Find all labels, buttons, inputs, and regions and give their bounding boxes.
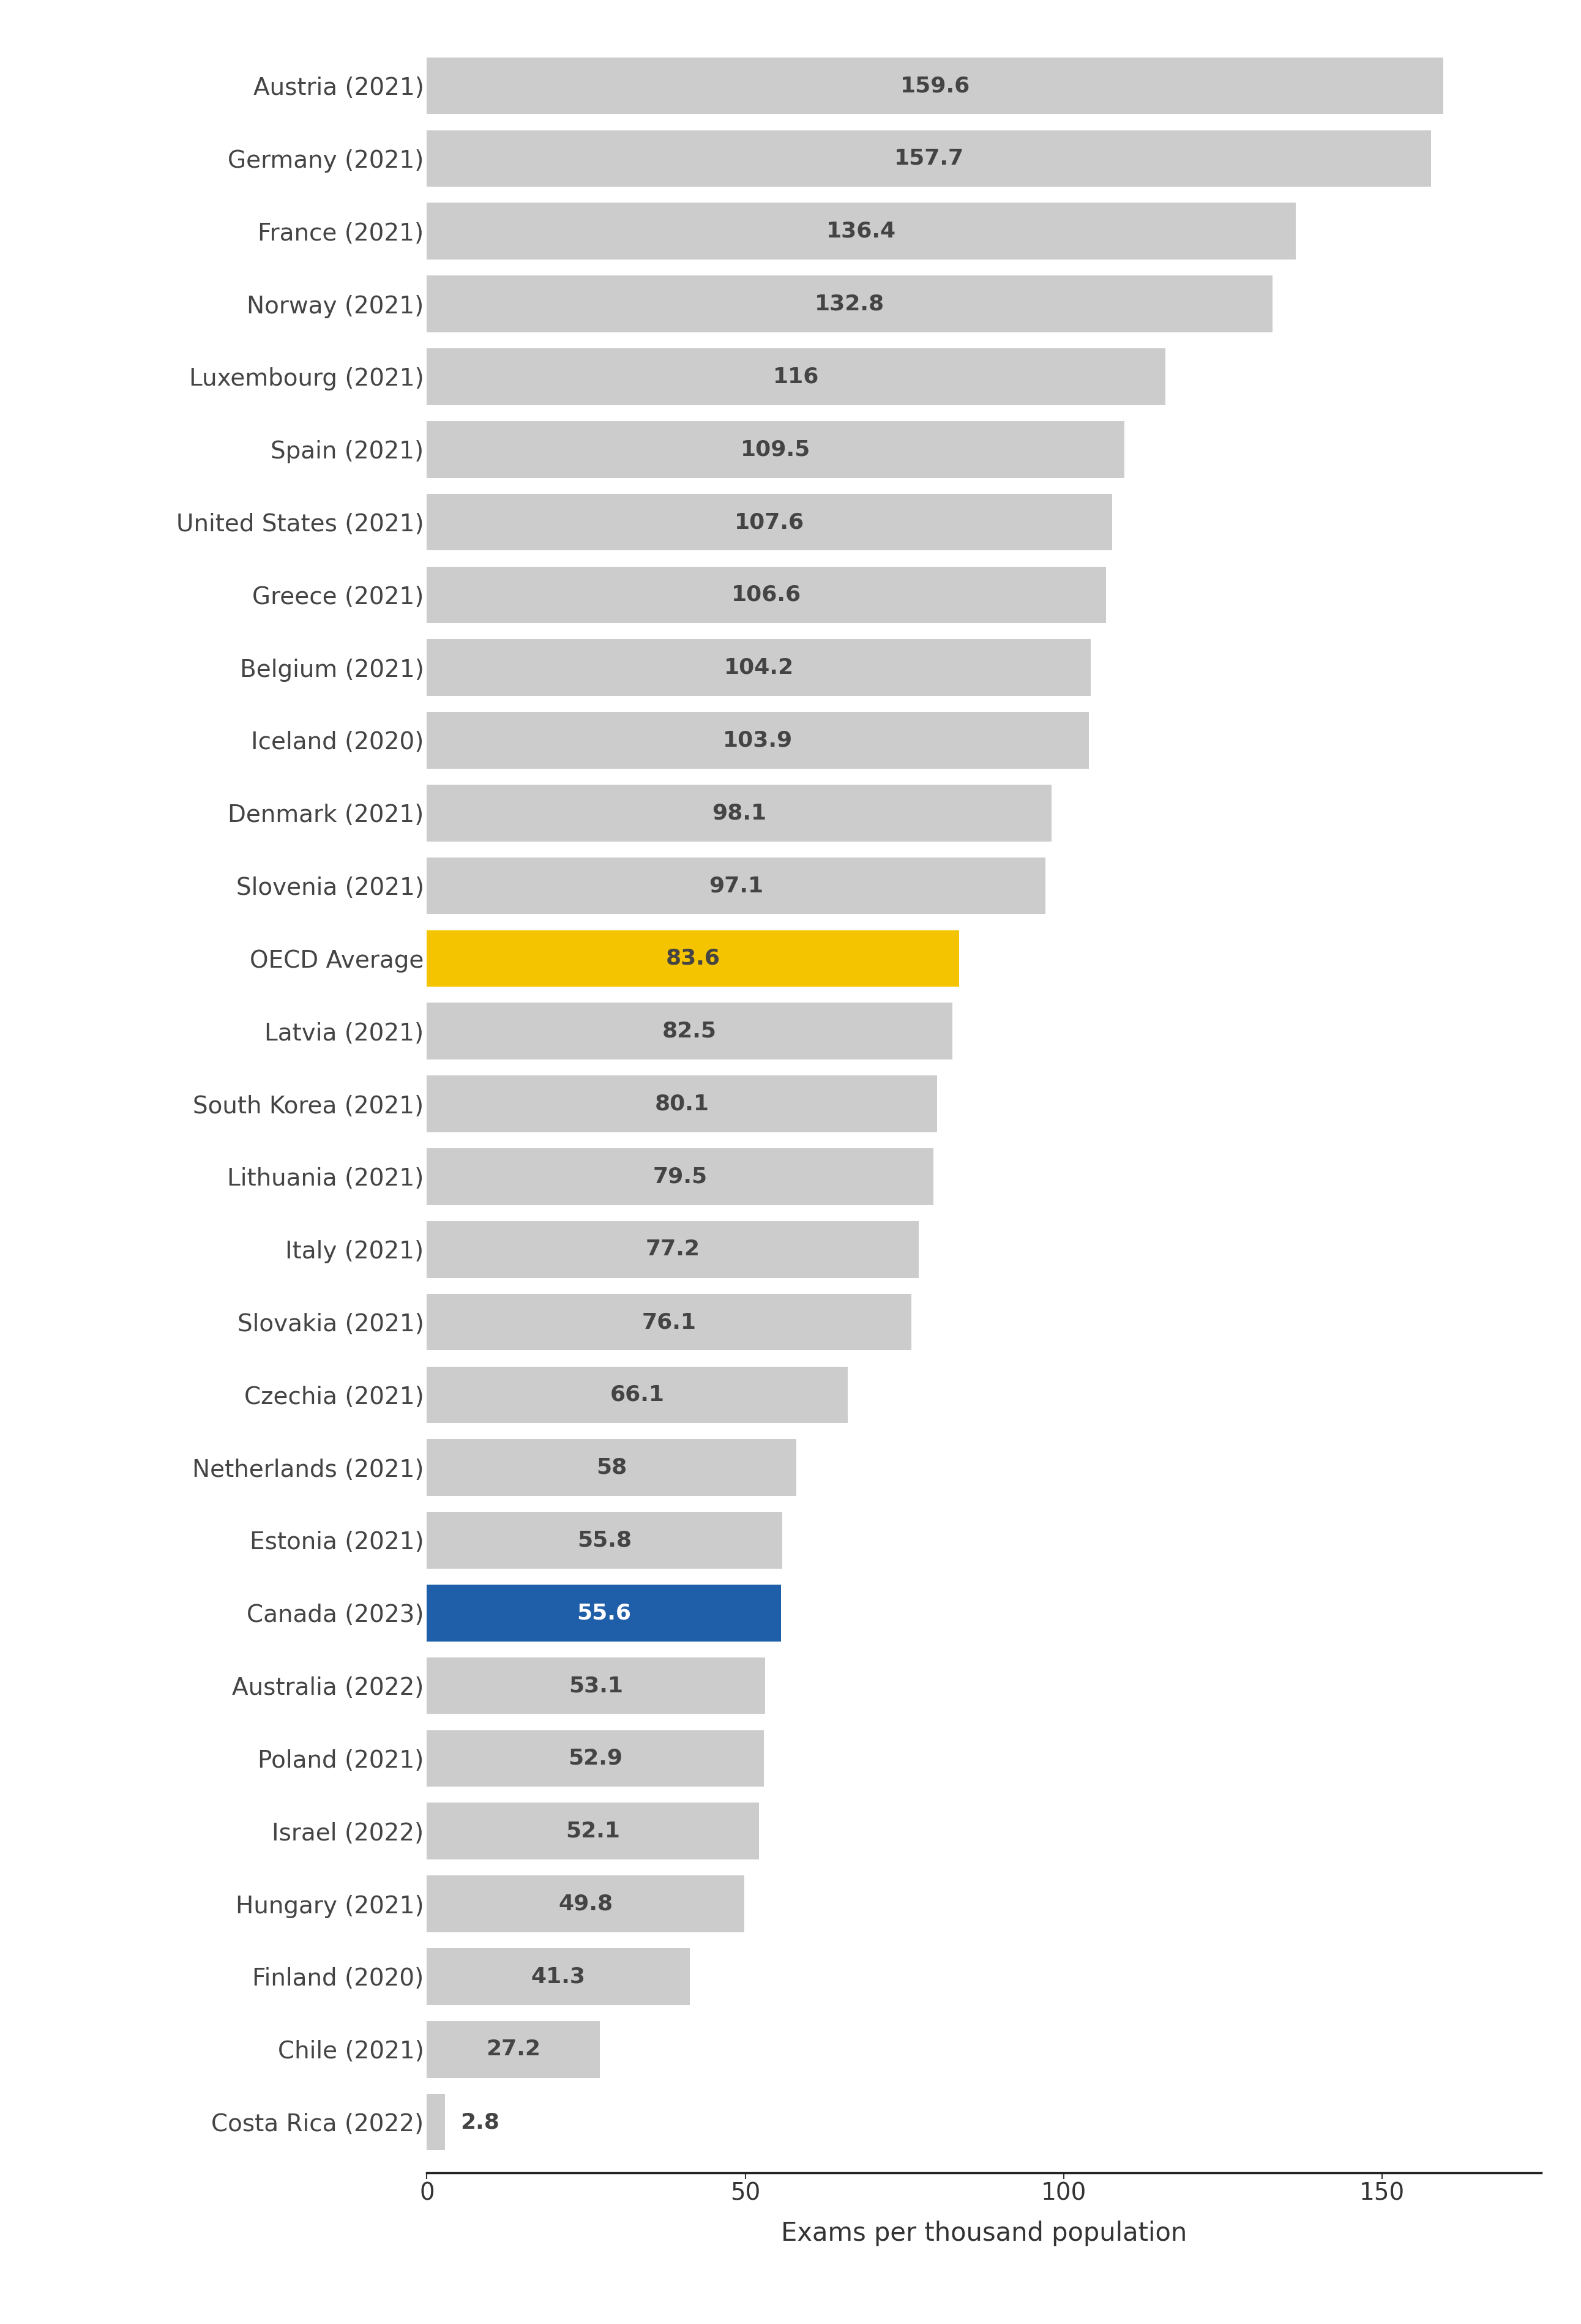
Bar (427, 1220, 919, 1278)
Bar (427, 493, 1111, 551)
Text: 157.7: 157.7 (895, 149, 964, 170)
Bar (427, 1948, 689, 2006)
Text: 107.6: 107.6 (735, 511, 805, 532)
Text: 55.6: 55.6 (577, 1604, 631, 1624)
Text: 58: 58 (596, 1457, 628, 1478)
Bar (427, 349, 1165, 404)
Text: 116: 116 (773, 367, 819, 388)
Bar (427, 421, 1124, 479)
Text: 98.1: 98.1 (711, 802, 767, 823)
Text: 80.1: 80.1 (655, 1095, 710, 1113)
Text: 76.1: 76.1 (642, 1311, 697, 1332)
Bar (427, 639, 1091, 695)
Bar (427, 1148, 933, 1204)
Text: 52.9: 52.9 (568, 1748, 623, 1769)
Text: 104.2: 104.2 (724, 658, 794, 679)
X-axis label: Exams per thousand population: Exams per thousand population (781, 2219, 1187, 2245)
Bar (427, 58, 1443, 114)
Bar (427, 858, 1045, 913)
Bar (427, 1657, 765, 1715)
Text: 159.6: 159.6 (900, 74, 971, 95)
Bar (427, 1585, 781, 1641)
Bar (427, 786, 1051, 841)
Text: 2.8: 2.8 (460, 2113, 500, 2133)
Text: 109.5: 109.5 (740, 439, 811, 460)
Text: 79.5: 79.5 (653, 1167, 707, 1188)
Bar (427, 2022, 601, 2078)
Bar (427, 1803, 759, 1859)
Text: 41.3: 41.3 (531, 1966, 585, 1987)
Bar (427, 2094, 444, 2150)
Bar (427, 1076, 938, 1132)
Text: 53.1: 53.1 (569, 1676, 623, 1697)
Bar (427, 930, 960, 988)
Bar (427, 1294, 912, 1350)
Bar (427, 1513, 783, 1569)
Bar (427, 130, 1431, 186)
Text: 66.1: 66.1 (610, 1385, 664, 1406)
Text: 103.9: 103.9 (723, 730, 792, 751)
Text: 82.5: 82.5 (662, 1020, 716, 1041)
Text: 77.2: 77.2 (645, 1239, 700, 1260)
Bar (427, 1875, 745, 1931)
Text: 55.8: 55.8 (577, 1529, 632, 1550)
Text: 49.8: 49.8 (558, 1894, 613, 1915)
Bar (427, 1004, 952, 1060)
Text: 106.6: 106.6 (732, 583, 802, 604)
Text: 97.1: 97.1 (708, 876, 764, 897)
Text: 132.8: 132.8 (814, 293, 885, 314)
Text: 136.4: 136.4 (827, 221, 896, 242)
Bar (427, 1367, 847, 1422)
Text: 52.1: 52.1 (566, 1820, 620, 1841)
Text: 27.2: 27.2 (487, 2038, 541, 2059)
Bar (427, 711, 1089, 769)
Bar (427, 567, 1105, 623)
Text: 83.6: 83.6 (666, 948, 721, 969)
Bar (427, 277, 1273, 332)
Bar (427, 1729, 764, 1787)
Bar (427, 1439, 797, 1497)
Bar (427, 202, 1295, 260)
